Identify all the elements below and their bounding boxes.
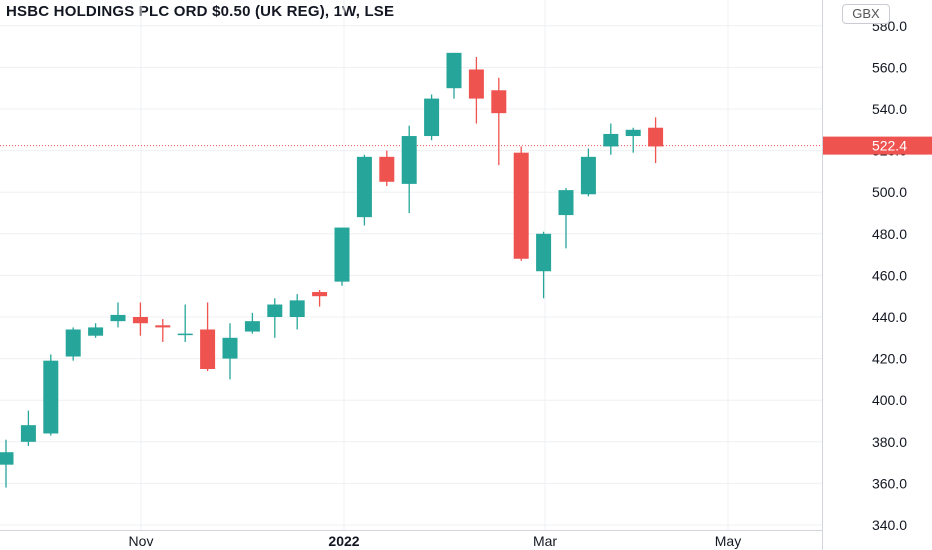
candle[interactable]: [468, 57, 484, 124]
candle-body: [289, 300, 305, 317]
y-tick-label: 340.0: [872, 517, 907, 533]
x-tick-label: Mar: [533, 533, 557, 549]
candle[interactable]: [289, 294, 305, 330]
x-tick-label: May: [715, 533, 741, 549]
candle-body: [88, 327, 104, 336]
candle-body: [401, 136, 417, 184]
candle[interactable]: [648, 117, 664, 164]
candle[interactable]: [155, 319, 171, 342]
y-tick-label: 480.0: [872, 226, 907, 242]
candle[interactable]: [334, 227, 350, 286]
candle[interactable]: [110, 302, 126, 328]
x-tick-label: Nov: [129, 533, 154, 549]
y-tick-label: 560.0: [872, 59, 907, 75]
candle[interactable]: [603, 123, 619, 155]
candle[interactable]: [65, 327, 81, 361]
candle-body: [648, 127, 664, 147]
candle[interactable]: [379, 150, 395, 186]
candle[interactable]: [446, 52, 462, 99]
candle-body: [65, 329, 81, 357]
candle[interactable]: [424, 94, 440, 141]
candle[interactable]: [312, 289, 328, 307]
candle-body: [312, 292, 328, 297]
candle-body: [379, 156, 395, 182]
y-tick-label: 420.0: [872, 351, 907, 367]
candle[interactable]: [200, 302, 216, 372]
candle[interactable]: [88, 323, 104, 338]
candle[interactable]: [558, 188, 574, 249]
candle-body: [20, 425, 36, 442]
candle-body: [446, 52, 462, 89]
candle-body: [580, 156, 596, 195]
candle[interactable]: [267, 298, 283, 338]
y-tick-label: 460.0: [872, 267, 907, 283]
y-tick-label: 380.0: [872, 434, 907, 450]
candle-body: [334, 227, 350, 282]
candle-body: [558, 190, 574, 216]
candle-body: [132, 317, 148, 324]
candle-body: [468, 69, 484, 99]
candle[interactable]: [132, 302, 148, 336]
candle[interactable]: [580, 148, 596, 197]
candle-body: [267, 304, 283, 317]
candle-body: [110, 314, 126, 322]
y-tick-label: 400.0: [872, 392, 907, 408]
y-axis: 340.0 360.0 380.0 400.0 420.0 440.0 460.0 480.0…: [822, 0, 932, 550]
candle[interactable]: [0, 439, 14, 488]
chart-title: HSBC HOLDINGS PLC ORD $0.50 (UK REG), 1W…: [6, 3, 395, 20]
y-tick-label: 360.0: [872, 475, 907, 491]
candle[interactable]: [491, 77, 507, 166]
candle-body: [603, 133, 619, 147]
candle[interactable]: [20, 410, 36, 446]
y-tick-label: 500.0: [872, 184, 907, 200]
candle-body: [155, 325, 171, 328]
candle-body: [200, 329, 216, 369]
candle-body: [491, 90, 507, 114]
candle-body: [0, 452, 14, 465]
candle[interactable]: [625, 127, 641, 153]
candle-body: [177, 333, 193, 336]
candle-body: [424, 98, 440, 137]
candle-body: [536, 233, 552, 272]
candle-body: [356, 156, 372, 218]
candle-body: [625, 129, 641, 137]
y-tick-label: 440.0: [872, 309, 907, 325]
y-tick-label: 540.0: [872, 101, 907, 117]
candle[interactable]: [222, 323, 238, 380]
candle-body: [513, 152, 529, 259]
candle-body: [244, 321, 260, 332]
currency-selector[interactable]: GBX: [842, 4, 890, 24]
last-price-badge: [823, 136, 932, 155]
candle[interactable]: [536, 231, 552, 299]
candle[interactable]: [513, 146, 529, 261]
candle[interactable]: [356, 154, 372, 226]
last-price-label: 522.4: [872, 138, 907, 154]
candle[interactable]: [244, 312, 260, 334]
candle-body: [43, 360, 59, 434]
x-axis: Nov 2022 Mar May: [0, 530, 822, 549]
candle-body: [222, 337, 238, 359]
candle[interactable]: [177, 304, 193, 342]
candle-layer: [0, 52, 664, 488]
candle[interactable]: [401, 125, 417, 213]
grid-layer: [0, 0, 822, 530]
candle[interactable]: [43, 354, 59, 436]
x-tick-label: 2022: [328, 533, 359, 549]
